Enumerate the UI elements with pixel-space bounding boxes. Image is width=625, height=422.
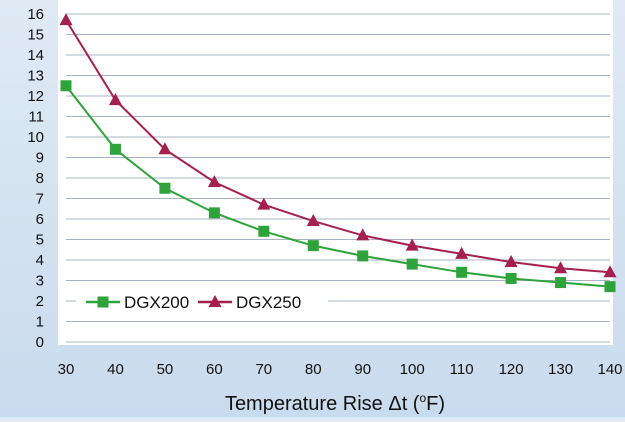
x-tick-label: 90 bbox=[354, 361, 371, 378]
y-tick-label: 0 bbox=[36, 334, 44, 351]
y-tick-label: 11 bbox=[28, 109, 44, 126]
x-axis-label-unit: F) bbox=[426, 393, 445, 415]
x-axis-label: Temperature Rise Δt (oF) bbox=[225, 391, 445, 415]
series-DGX250 bbox=[59, 13, 617, 278]
x-tick-label: 130 bbox=[548, 361, 573, 378]
data-point bbox=[208, 207, 220, 219]
legend: DGX200 DGX250 bbox=[76, 285, 328, 319]
data-point bbox=[456, 266, 468, 278]
x-tick-label: 60 bbox=[206, 361, 223, 378]
y-tick-label: 6 bbox=[36, 211, 44, 228]
data-point bbox=[555, 277, 567, 289]
series-DGX200 bbox=[60, 80, 616, 293]
data-point bbox=[505, 272, 517, 284]
data-point bbox=[158, 142, 172, 155]
x-tick-label: 120 bbox=[499, 361, 524, 378]
data-point bbox=[207, 175, 221, 188]
data-point bbox=[356, 228, 370, 241]
x-tick-label: 100 bbox=[400, 361, 425, 378]
y-tick-label: 8 bbox=[36, 170, 44, 187]
series-group bbox=[59, 13, 617, 293]
x-tick-label: 70 bbox=[255, 361, 272, 378]
x-axis-label-superscript: o bbox=[419, 391, 426, 405]
x-tick-label: 50 bbox=[157, 361, 174, 378]
x-tick-label: 40 bbox=[107, 361, 124, 378]
legend-label: DGX250 bbox=[236, 293, 301, 312]
data-point bbox=[604, 281, 616, 293]
data-point bbox=[159, 182, 171, 194]
data-point bbox=[109, 143, 121, 155]
legend-marker bbox=[208, 295, 222, 307]
data-point bbox=[258, 225, 270, 237]
data-point bbox=[504, 255, 518, 268]
legend-marker bbox=[97, 296, 109, 308]
x-tick-label: 110 bbox=[450, 361, 474, 378]
y-tick-label: 9 bbox=[36, 150, 44, 167]
data-point bbox=[108, 93, 122, 106]
x-axis-label-main: Temperature Rise Δt ( bbox=[225, 393, 420, 415]
y-tick-label: 5 bbox=[36, 232, 44, 249]
series-line bbox=[65, 19, 611, 274]
series-line bbox=[65, 85, 611, 288]
data-point bbox=[455, 246, 469, 259]
data-point bbox=[306, 214, 320, 227]
y-tick-label: 3 bbox=[36, 273, 44, 290]
y-tick-label: 16 bbox=[27, 6, 44, 23]
data-point bbox=[59, 13, 73, 26]
data-point bbox=[406, 258, 418, 270]
data-point bbox=[60, 80, 72, 92]
data-point bbox=[307, 240, 319, 252]
y-tick-label: 13 bbox=[27, 68, 44, 85]
y-tick-label: 14 bbox=[27, 47, 44, 64]
y-tick-label: 12 bbox=[27, 88, 44, 105]
x-tick-label: 30 bbox=[58, 361, 75, 378]
data-point bbox=[257, 197, 271, 210]
y-tick-label: 4 bbox=[36, 252, 44, 269]
y-tick-label: 7 bbox=[36, 191, 44, 208]
y-tick-label: 2 bbox=[36, 293, 44, 310]
y-tick-label: 1 bbox=[36, 314, 44, 331]
x-tick-label: 140 bbox=[597, 361, 622, 378]
data-point bbox=[357, 250, 369, 262]
data-point bbox=[554, 261, 568, 274]
data-point bbox=[603, 265, 617, 278]
y-tick-label: 15 bbox=[27, 27, 44, 44]
legend-label: DGX200 bbox=[124, 293, 189, 312]
data-point bbox=[405, 238, 419, 251]
x-tick-label: 80 bbox=[305, 361, 322, 378]
y-tick-label: 10 bbox=[27, 129, 44, 146]
x-tick-labels: 30 40 50 60 70 80 90 100 110 120 130 140 bbox=[58, 361, 623, 378]
